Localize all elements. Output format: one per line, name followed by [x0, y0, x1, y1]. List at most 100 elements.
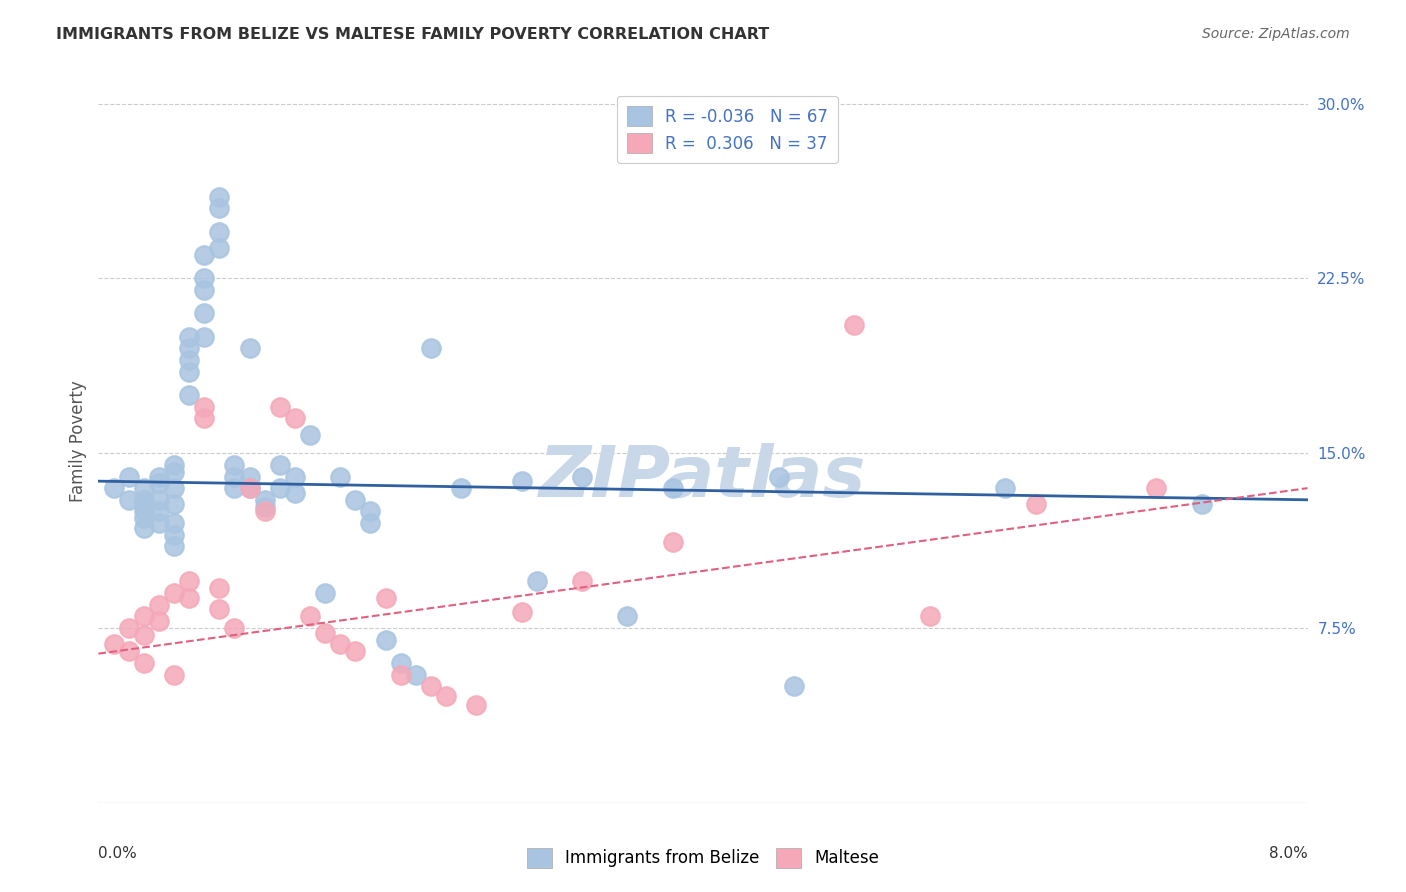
Point	[132, 504, 155, 518]
Point	[510, 605, 533, 619]
Point	[434, 689, 457, 703]
Point	[132, 628, 155, 642]
Point	[179, 591, 201, 605]
Point	[118, 492, 141, 507]
Point	[148, 469, 170, 483]
Point	[360, 516, 382, 530]
Point	[1025, 498, 1047, 512]
Point	[118, 644, 141, 658]
Point	[783, 679, 806, 693]
Point	[344, 492, 367, 507]
Point	[844, 318, 866, 332]
Point	[284, 485, 307, 500]
Point	[510, 474, 533, 488]
Text: 8.0%: 8.0%	[1268, 847, 1308, 861]
Point	[661, 534, 683, 549]
Point	[163, 516, 186, 530]
Point	[389, 667, 412, 681]
Point	[253, 500, 276, 514]
Point	[179, 329, 201, 343]
Point	[148, 598, 170, 612]
Point	[163, 528, 186, 542]
Point	[269, 400, 291, 414]
Point	[239, 481, 262, 495]
Point	[239, 481, 262, 495]
Point	[374, 632, 396, 647]
Point	[450, 481, 472, 495]
Point	[148, 492, 170, 507]
Text: ZIPatlas: ZIPatlas	[540, 443, 866, 512]
Point	[224, 469, 246, 483]
Point	[918, 609, 941, 624]
Point	[571, 574, 593, 589]
Point	[284, 411, 307, 425]
Point	[208, 190, 231, 204]
Point	[420, 679, 443, 693]
Point	[224, 481, 246, 495]
Point	[208, 241, 231, 255]
Point	[148, 476, 170, 491]
Point	[314, 586, 336, 600]
Point	[360, 504, 382, 518]
Point	[661, 481, 683, 495]
Point	[163, 586, 186, 600]
Point	[571, 469, 593, 483]
Point	[163, 667, 186, 681]
Point	[193, 271, 215, 285]
Legend: R = -0.036   N = 67, R =  0.306   N = 37: R = -0.036 N = 67, R = 0.306 N = 37	[617, 95, 838, 163]
Point	[405, 667, 427, 681]
Point	[269, 481, 291, 495]
Point	[179, 365, 201, 379]
Text: 0.0%: 0.0%	[98, 847, 138, 861]
Point	[132, 498, 155, 512]
Point	[118, 469, 141, 483]
Point	[253, 492, 276, 507]
Point	[193, 400, 215, 414]
Point	[208, 202, 231, 216]
Point	[132, 521, 155, 535]
Point	[299, 609, 322, 624]
Point	[224, 458, 246, 472]
Point	[179, 388, 201, 402]
Point	[253, 504, 276, 518]
Point	[118, 621, 141, 635]
Point	[103, 481, 125, 495]
Point	[132, 511, 155, 525]
Point	[163, 458, 186, 472]
Point	[193, 283, 215, 297]
Point	[208, 602, 231, 616]
Point	[526, 574, 548, 589]
Point	[193, 248, 215, 262]
Point	[1146, 481, 1168, 495]
Text: IMMIGRANTS FROM BELIZE VS MALTESE FAMILY POVERTY CORRELATION CHART: IMMIGRANTS FROM BELIZE VS MALTESE FAMILY…	[56, 27, 769, 42]
Point	[132, 481, 155, 495]
Y-axis label: Family Poverty: Family Poverty	[69, 381, 87, 502]
Legend: Immigrants from Belize, Maltese: Immigrants from Belize, Maltese	[520, 841, 886, 875]
Point	[284, 469, 307, 483]
Point	[132, 492, 155, 507]
Point	[465, 698, 488, 712]
Point	[148, 516, 170, 530]
Point	[314, 625, 336, 640]
Point	[420, 341, 443, 355]
Point	[239, 341, 262, 355]
Point	[239, 469, 262, 483]
Point	[224, 621, 246, 635]
Point	[374, 591, 396, 605]
Point	[179, 341, 201, 355]
Point	[329, 637, 352, 651]
Point	[163, 465, 186, 479]
Point	[193, 329, 215, 343]
Point	[208, 225, 231, 239]
Point	[179, 353, 201, 368]
Point	[148, 614, 170, 628]
Point	[389, 656, 412, 670]
Point	[148, 504, 170, 518]
Point	[329, 469, 352, 483]
Point	[103, 637, 125, 651]
Point	[994, 481, 1017, 495]
Point	[768, 469, 790, 483]
Point	[163, 481, 186, 495]
Point	[616, 609, 638, 624]
Point	[193, 306, 215, 320]
